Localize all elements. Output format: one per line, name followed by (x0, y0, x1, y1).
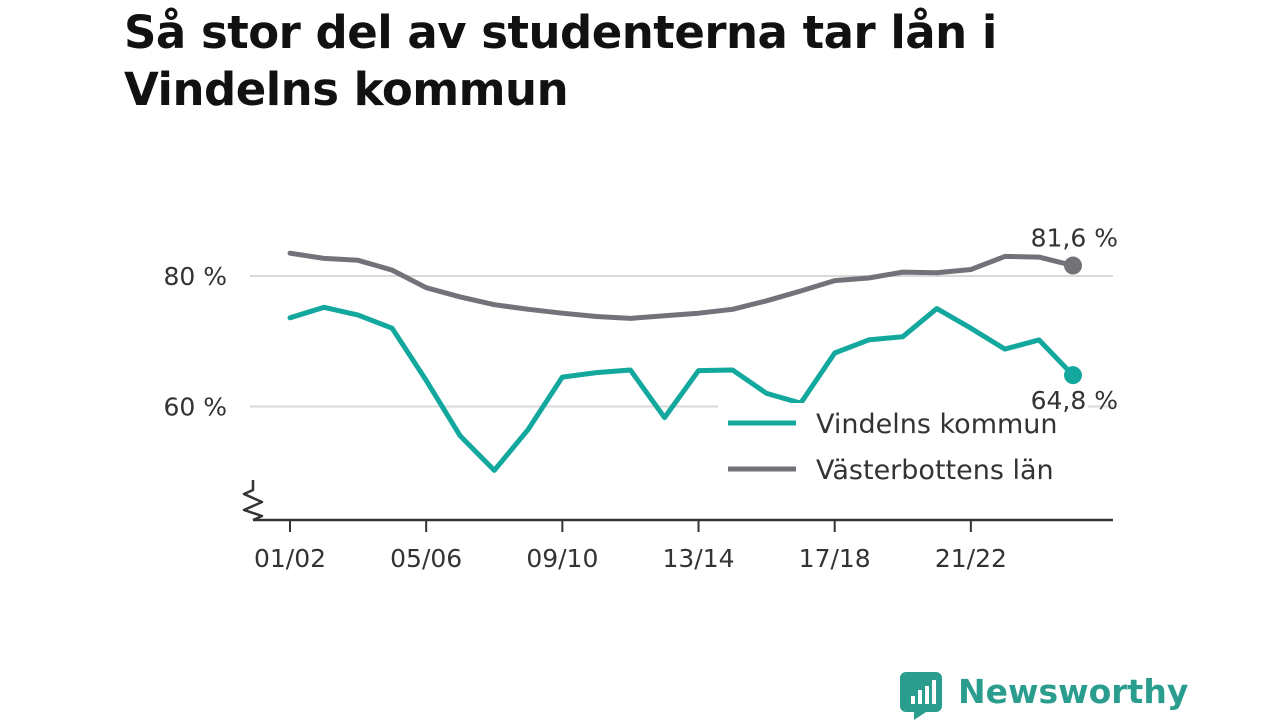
series-line-västerbottens-län (287, 250, 1076, 321)
x-tick-label: 21/22 (935, 544, 1007, 573)
logo-bar (932, 680, 936, 704)
x-tick-label: 05/06 (390, 544, 462, 573)
legend-label: Västerbottens län (816, 455, 1054, 486)
newsworthy-logo: Newsworthy (900, 672, 1188, 720)
x-tick-label: 13/14 (662, 544, 734, 573)
x-tick-label: 01/02 (254, 544, 326, 573)
legend-label: Vindelns kommun (816, 409, 1058, 440)
series-end-label: 64,8 % (1031, 386, 1118, 415)
series-line-vindelns-kommun (287, 304, 1076, 473)
chart-title: Så stor del av studenterna tar lån i Vin… (124, 6, 997, 116)
series-end-dot (1064, 366, 1082, 385)
legend: Vindelns kommun Västerbottens län (718, 403, 1088, 495)
x-tick-label: 17/18 (799, 544, 871, 573)
y-axis-break (242, 480, 264, 522)
logo-bar (918, 690, 922, 704)
legend-background (718, 403, 1088, 495)
x-tick-label: 09/10 (526, 544, 598, 573)
series-end-dot (1064, 256, 1082, 275)
logo-bar (925, 686, 929, 704)
y-tick-label: 80 % (163, 262, 227, 291)
newsworthy-logo-text: Newsworthy (958, 672, 1188, 711)
logo-bar (911, 696, 915, 704)
y-tick-label: 60 % (163, 393, 227, 422)
series-end-label: 81,6 % (1031, 224, 1118, 253)
